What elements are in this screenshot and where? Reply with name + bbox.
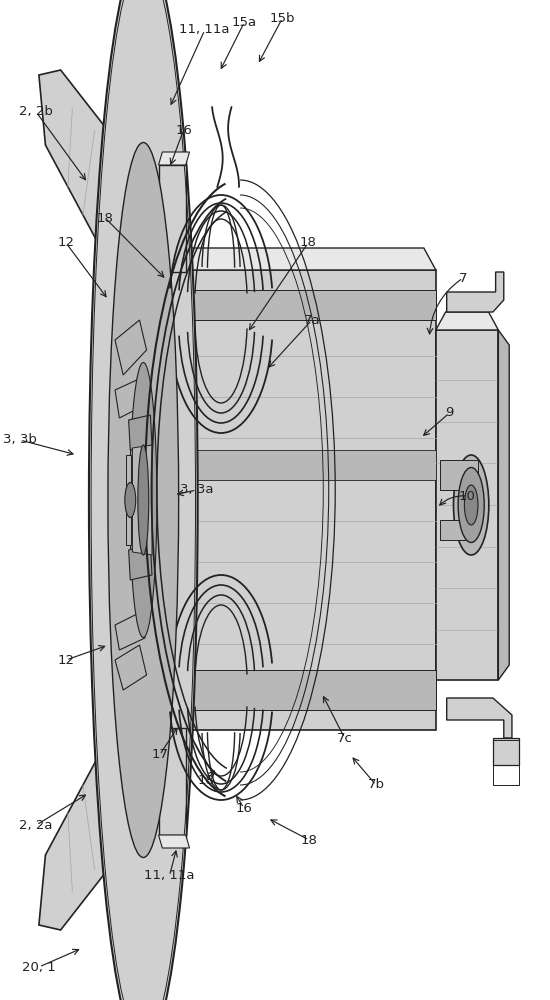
Bar: [436, 330, 498, 680]
Text: 2, 2b: 2, 2b: [19, 105, 53, 118]
Polygon shape: [153, 248, 436, 270]
Polygon shape: [153, 450, 436, 480]
Text: 7b: 7b: [367, 778, 384, 792]
Polygon shape: [115, 320, 146, 375]
Ellipse shape: [89, 0, 197, 1000]
Text: 12: 12: [58, 654, 75, 667]
Text: 16: 16: [235, 802, 252, 814]
Text: 3, 3a: 3, 3a: [180, 484, 213, 496]
Bar: [158, 165, 186, 272]
Text: 2, 2a: 2, 2a: [19, 818, 53, 831]
Polygon shape: [115, 645, 146, 690]
Text: 7a: 7a: [304, 314, 320, 327]
Text: 15b: 15b: [270, 11, 295, 24]
Text: 10: 10: [459, 489, 476, 502]
Text: 17: 17: [151, 748, 168, 762]
Text: 11, 11a: 11, 11a: [179, 23, 230, 36]
Polygon shape: [129, 545, 152, 580]
Polygon shape: [133, 445, 152, 555]
Text: 16: 16: [175, 123, 192, 136]
Ellipse shape: [458, 468, 484, 542]
Ellipse shape: [108, 142, 179, 858]
Text: 3, 3b: 3, 3b: [3, 434, 37, 446]
Polygon shape: [153, 670, 436, 710]
Text: 7: 7: [459, 271, 468, 284]
Polygon shape: [493, 738, 519, 765]
Polygon shape: [158, 835, 190, 848]
Bar: [153, 270, 436, 730]
Ellipse shape: [138, 445, 149, 555]
Text: 18: 18: [300, 236, 316, 249]
Ellipse shape: [454, 455, 489, 555]
Polygon shape: [158, 152, 190, 165]
Polygon shape: [447, 272, 504, 312]
Bar: [440, 460, 478, 490]
Polygon shape: [39, 70, 156, 285]
Bar: [144, 370, 154, 630]
Text: 18: 18: [301, 833, 317, 846]
Bar: [158, 728, 186, 835]
Polygon shape: [129, 415, 152, 450]
Text: 7c: 7c: [337, 732, 353, 744]
Polygon shape: [126, 455, 131, 545]
Polygon shape: [153, 270, 164, 730]
Polygon shape: [115, 378, 145, 418]
Text: 9: 9: [445, 406, 454, 420]
Polygon shape: [164, 270, 189, 310]
Text: 20, 1: 20, 1: [22, 960, 56, 973]
Text: 11, 11a: 11, 11a: [144, 869, 195, 882]
Text: 12: 12: [58, 236, 75, 249]
Polygon shape: [164, 690, 189, 730]
Polygon shape: [436, 312, 498, 330]
Text: 18: 18: [97, 212, 114, 225]
Polygon shape: [153, 290, 436, 320]
Polygon shape: [115, 612, 145, 650]
Text: 15a: 15a: [232, 15, 257, 28]
Polygon shape: [498, 330, 509, 680]
Ellipse shape: [464, 485, 478, 525]
Bar: [440, 520, 470, 540]
Ellipse shape: [125, 483, 136, 518]
Text: 18: 18: [198, 774, 215, 786]
Ellipse shape: [130, 362, 157, 638]
Polygon shape: [447, 698, 512, 738]
Polygon shape: [39, 715, 156, 930]
